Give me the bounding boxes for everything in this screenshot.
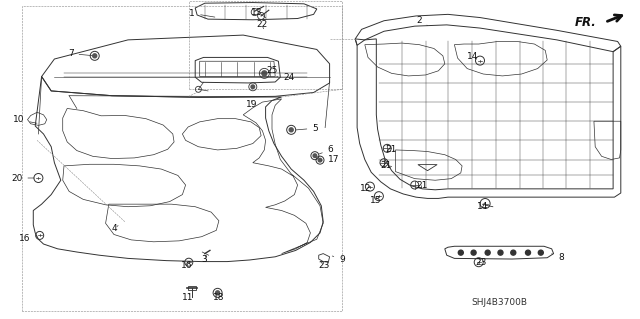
Text: 12: 12 [360,184,371,193]
Text: 16: 16 [19,234,37,243]
Circle shape [289,128,293,132]
Text: 18: 18 [212,293,224,302]
Text: 5: 5 [296,124,318,133]
Circle shape [511,250,516,255]
Circle shape [525,250,531,255]
Text: 11: 11 [182,293,194,302]
Text: SHJ4B3700B: SHJ4B3700B [471,298,527,307]
Text: 16: 16 [180,261,192,270]
Text: 19: 19 [246,100,258,109]
Text: 17: 17 [321,155,339,164]
Text: 9: 9 [332,255,345,263]
Text: 10: 10 [13,115,37,124]
Text: 8: 8 [552,253,564,262]
Circle shape [216,291,220,295]
Circle shape [313,154,317,158]
Text: 3: 3 [202,255,207,264]
Text: 1: 1 [189,9,215,18]
Text: 4: 4 [112,224,118,233]
Circle shape [485,250,490,255]
Text: 14: 14 [467,52,479,61]
Text: 21: 21 [381,161,392,170]
Circle shape [262,71,267,76]
Circle shape [93,54,97,58]
Circle shape [498,250,503,255]
Text: 13: 13 [251,8,262,17]
Text: 23: 23 [475,258,486,267]
Text: 21: 21 [385,145,397,154]
Text: 20: 20 [11,174,35,182]
Text: 24: 24 [276,73,295,82]
Circle shape [318,158,322,162]
Text: 2: 2 [416,16,428,26]
Text: 7: 7 [68,49,92,58]
Text: 14: 14 [477,202,488,211]
Text: FR.: FR. [575,16,596,29]
Circle shape [458,250,463,255]
Text: 25: 25 [259,66,278,75]
Circle shape [251,85,255,89]
Text: 21: 21 [416,181,428,190]
Text: 22: 22 [256,20,268,29]
Text: 15: 15 [370,196,381,205]
Text: 6: 6 [319,145,333,154]
Circle shape [471,250,476,255]
Text: 23: 23 [319,261,330,270]
Circle shape [538,250,543,255]
